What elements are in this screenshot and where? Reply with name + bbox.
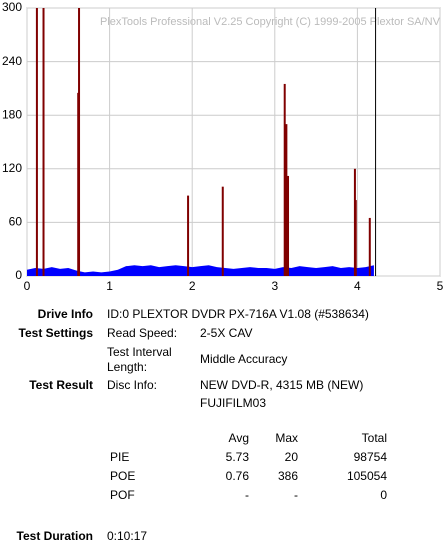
row-label: PIE	[110, 450, 129, 464]
poe-bar	[287, 175, 290, 276]
value: NEW DVD-R, 4315 MB (NEW)	[200, 378, 363, 392]
label: Test Result	[29, 378, 93, 392]
table-cell: 0	[380, 488, 387, 502]
table-cell: 0.76	[226, 469, 250, 483]
watermark: PlexTools Professional V2.25 Copyright (…	[100, 16, 441, 28]
table-header: Total	[362, 431, 387, 445]
label: Disc Info:	[107, 378, 157, 392]
poe-bar	[78, 8, 81, 276]
table-cell: -	[294, 488, 298, 502]
y-tick-label: 240	[2, 54, 22, 68]
table-cell: 20	[285, 450, 299, 464]
y-tick-label: 120	[2, 161, 22, 175]
poe-bar	[35, 8, 38, 276]
row-label: POE	[110, 469, 135, 483]
table-cell: 5.73	[226, 450, 250, 464]
table-cell: 98754	[354, 450, 388, 464]
x-tick-label: 2	[189, 279, 196, 293]
label: Drive Info	[38, 307, 93, 321]
x-tick-label: 0	[24, 279, 31, 293]
y-tick-label: 180	[2, 107, 22, 121]
y-tick-label: 300	[2, 0, 22, 14]
table-header: Max	[275, 431, 298, 445]
poe-bar	[354, 200, 357, 276]
y-tick-label: 60	[9, 215, 23, 229]
value: 2-5X CAV	[200, 326, 252, 340]
label: Test Interval	[107, 345, 172, 359]
x-tick-label: 1	[106, 279, 113, 293]
x-tick-label: 4	[354, 279, 361, 293]
poe-bar	[221, 186, 224, 276]
value: ID:0 PLEXTOR DVDR PX-716A V1.08 (#538634…	[107, 307, 369, 321]
x-tick-label: 3	[271, 279, 278, 293]
x-tick-label: 5	[437, 279, 444, 293]
label: Test Duration	[17, 529, 93, 543]
row-label: POF	[110, 488, 135, 502]
table-cell: 105054	[347, 469, 387, 483]
poe-bar	[368, 217, 371, 276]
value: FUJIFILM03	[200, 396, 266, 410]
label: Test Settings	[19, 326, 94, 340]
plot-area	[26, 7, 441, 277]
label: Length:	[107, 360, 147, 374]
label: Read Speed:	[107, 326, 177, 340]
table-header: Avg	[229, 431, 249, 445]
poe-bar	[285, 124, 288, 276]
poe-bar	[187, 195, 190, 276]
table-cell: 386	[278, 469, 298, 483]
value: 0:10:17	[107, 529, 147, 543]
y-tick-label: 0	[15, 268, 22, 282]
value: Middle Accuracy	[200, 352, 287, 366]
table-cell: -	[245, 488, 249, 502]
poe-bar	[42, 8, 45, 276]
poe-bar	[283, 83, 286, 276]
